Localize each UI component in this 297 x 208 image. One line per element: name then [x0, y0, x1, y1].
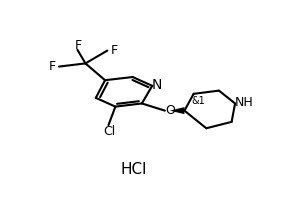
Text: &1: &1	[191, 96, 205, 106]
Text: O: O	[166, 104, 176, 118]
Text: HCl: HCl	[121, 162, 147, 177]
Text: F: F	[74, 39, 81, 52]
Text: N: N	[151, 78, 162, 92]
Polygon shape	[170, 107, 184, 114]
Text: Cl: Cl	[103, 125, 115, 138]
Text: F: F	[111, 44, 118, 57]
Text: NH: NH	[235, 96, 254, 109]
Text: F: F	[49, 60, 56, 73]
